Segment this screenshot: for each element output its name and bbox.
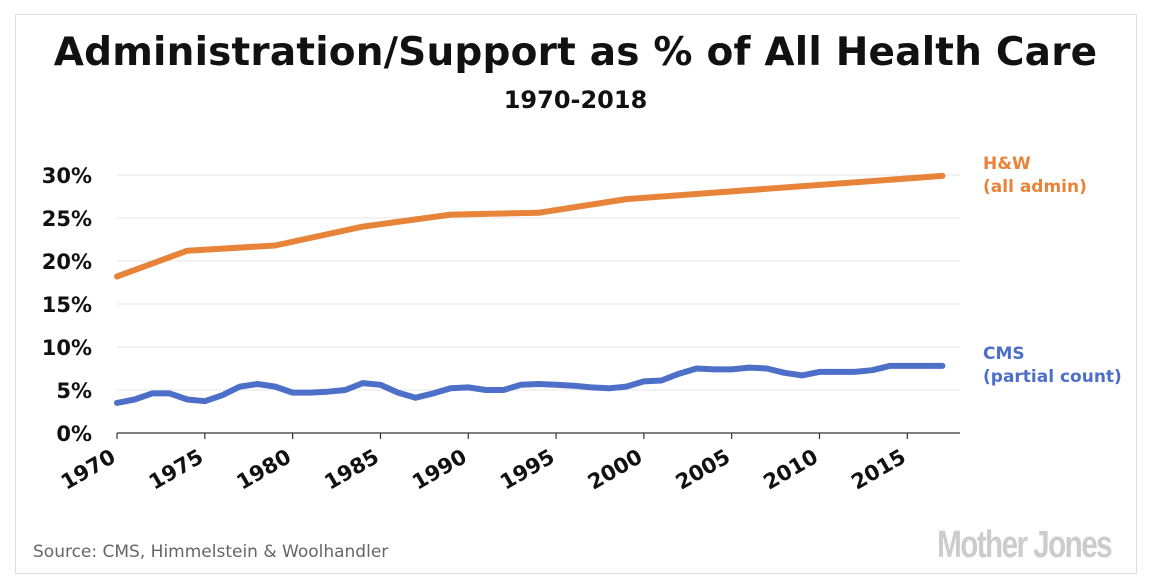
x-tick-label: 2005: [672, 445, 735, 495]
series-labels: H&W (all admin) CMS (partial count): [983, 154, 1122, 387]
series-label-name: CMS: [983, 344, 1025, 364]
series-lines: [114, 172, 946, 406]
y-tick-label: 15%: [42, 293, 92, 317]
y-tick-label: 30%: [42, 164, 92, 188]
y-tick-label: 5%: [56, 379, 92, 403]
source-note: Source: CMS, Himmelstein & Woolhandler: [33, 542, 389, 562]
chart-title: Administration/Support as % of All Healt…: [53, 30, 1098, 75]
x-tick-label: 2015: [847, 445, 910, 495]
y-tick-label: 20%: [42, 250, 92, 274]
series-label-name: H&W: [983, 154, 1031, 174]
x-tick-label: 2000: [584, 445, 647, 495]
x-tick-label: 1975: [145, 445, 208, 495]
chart-frame: [15, 14, 1137, 574]
x-tick-label: 1990: [408, 445, 471, 495]
y-tick-label: 0%: [56, 422, 92, 446]
x-tick-label: 1985: [320, 445, 383, 495]
x-tick-label: 1970: [57, 445, 120, 495]
publisher-logo: Mother Jones: [937, 524, 1113, 566]
series-label-detail: (all admin): [983, 177, 1087, 197]
series-label-detail: (partial count): [983, 367, 1122, 387]
grid-lines: [117, 174, 960, 391]
y-tick-label: 10%: [42, 336, 92, 360]
x-tick-label: 1995: [496, 445, 559, 495]
chart-subtitle: 1970-2018: [503, 86, 648, 114]
x-tick-label: 1980: [233, 445, 296, 495]
series-line-0: [114, 172, 946, 280]
y-tick-label: 25%: [42, 207, 92, 231]
x-tick-label: 2010: [759, 445, 822, 495]
series-line-1: [114, 362, 946, 406]
